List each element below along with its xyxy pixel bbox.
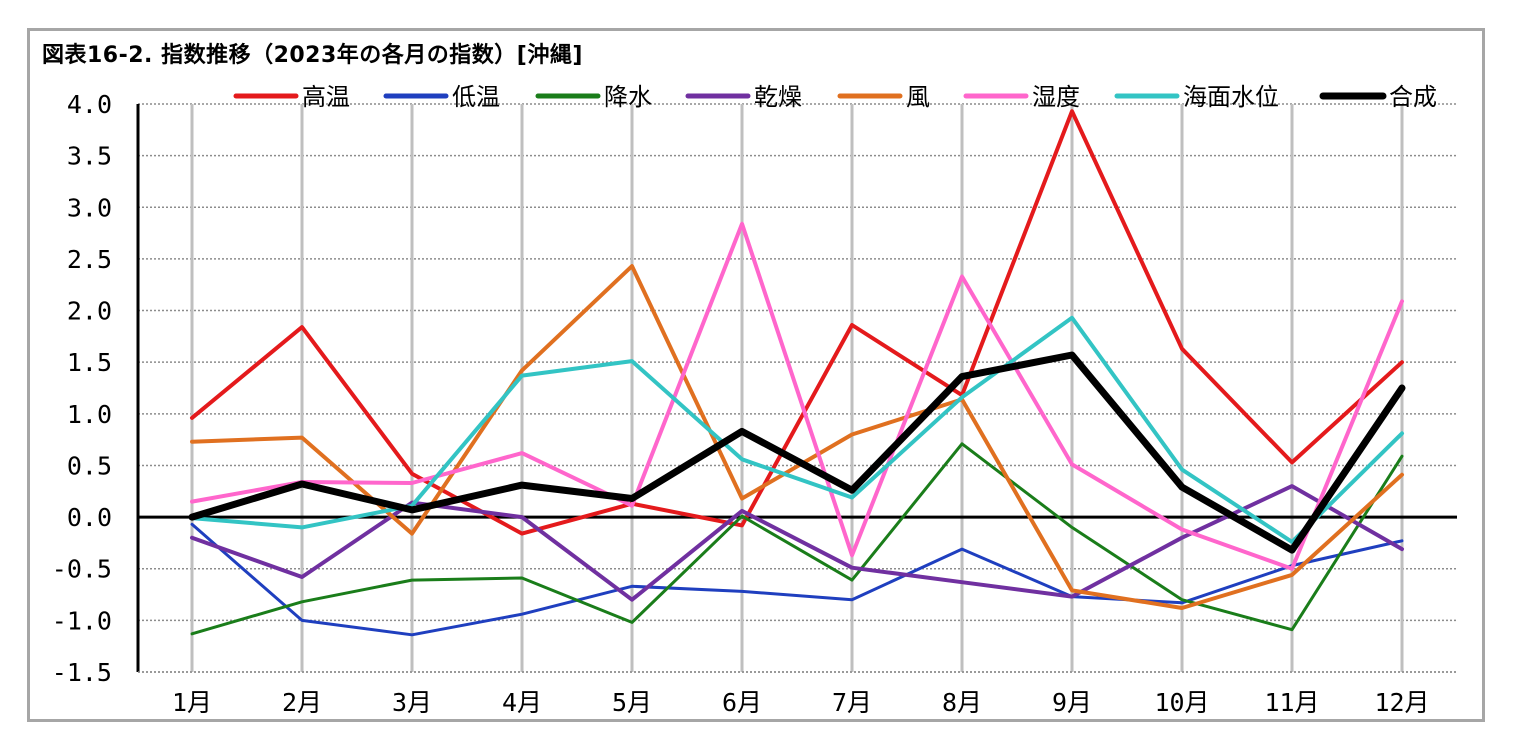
series-line-8 <box>188 351 1406 554</box>
y-tick-label: 0.0 <box>67 503 112 532</box>
legend-label: 海面水位 <box>1183 83 1279 111</box>
y-tick-label: -1.0 <box>52 606 112 635</box>
legend-label: 乾燥 <box>754 83 802 111</box>
x-tick-label: 12月 <box>1374 688 1429 717</box>
x-tick-label: 9月 <box>1052 688 1092 717</box>
y-tick-label: 1.0 <box>67 400 112 429</box>
series-line-6 <box>190 221 1404 571</box>
x-tick-label: 7月 <box>832 688 872 717</box>
y-tick-label: 2.0 <box>67 297 112 326</box>
x-tick-label: 8月 <box>942 688 982 717</box>
legend-label: 低温 <box>452 83 500 111</box>
chart-title: 図表16-2. 指数推移（2023年の各月の指数）[沖縄] <box>42 43 583 68</box>
x-tick-label: 4月 <box>502 688 542 717</box>
y-tick-label: 3.5 <box>67 142 112 171</box>
series-line-3 <box>190 442 1404 636</box>
y-tick-label: 0.5 <box>67 451 112 480</box>
chart-frame <box>27 28 1485 722</box>
legend-label: 合成 <box>1389 83 1437 111</box>
series-line-2 <box>190 522 1404 637</box>
x-tick-label: 5月 <box>612 688 652 717</box>
axis-layer: 4.0 3.5 3.0 2.5 2.0 1.5 1.0 0.5 0.0 -0.5 -1.0 -1.5 1… <box>52 90 1457 717</box>
x-tick-label: 1月 <box>172 688 212 717</box>
legend-label: 湿度 <box>1032 83 1080 111</box>
legend-label: 降水 <box>604 83 652 111</box>
x-tick-label: 11月 <box>1264 688 1319 717</box>
y-tick-label: 3.0 <box>67 193 112 222</box>
series-layer <box>188 109 1406 637</box>
x-tick-label: 3月 <box>392 688 432 717</box>
legend-label: 高温 <box>302 83 350 111</box>
series-line-7 <box>190 315 1404 544</box>
series-line-1 <box>190 109 1404 536</box>
y-tick-label: -1.5 <box>52 658 112 687</box>
y-tick-label: 4.0 <box>67 90 112 119</box>
x-tick-label: 10月 <box>1154 688 1209 717</box>
legend-label: 風 <box>906 83 930 111</box>
x-tick-label: 6月 <box>722 688 762 717</box>
y-tick-label: -0.5 <box>52 555 112 584</box>
x-tick-label: 2月 <box>282 688 322 717</box>
series-line-5 <box>190 264 1404 610</box>
y-tick-label: 1.5 <box>67 348 112 377</box>
y-tick-label: 2.5 <box>67 245 112 274</box>
legend: 高温 低温 降水 乾燥 風 湿度 海面水位 合成 <box>233 83 1437 111</box>
